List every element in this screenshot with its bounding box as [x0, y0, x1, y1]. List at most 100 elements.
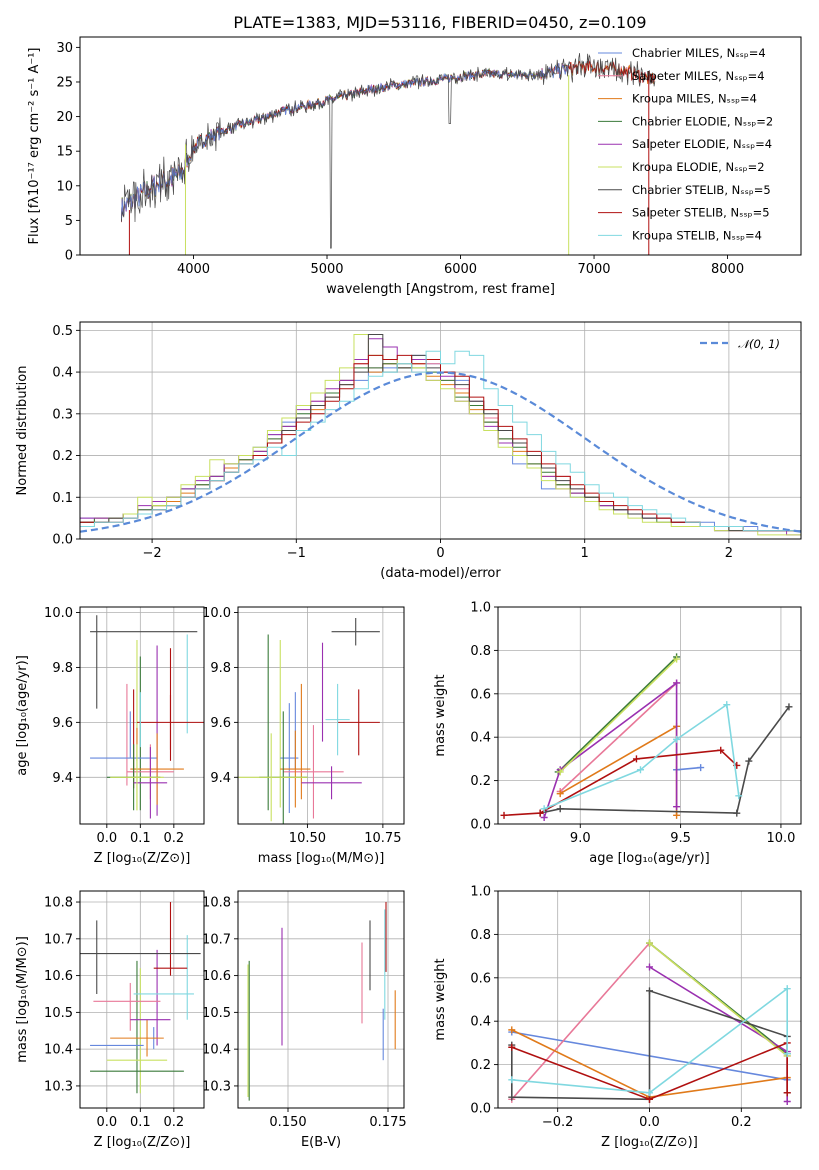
histogram-step: [80, 350, 801, 539]
y-tick-label: 0: [65, 249, 73, 264]
weight-point-marker: [500, 811, 508, 819]
weight-point-marker: [508, 1043, 516, 1051]
x-tick-label: 0.2: [163, 831, 184, 846]
axes-frame: [237, 606, 405, 825]
weight-point-marker: [673, 655, 681, 663]
y-tick-label: 10.3: [202, 1079, 231, 1094]
legend-label: Salpeter STELIB, Nₛₛₚ=5: [632, 206, 770, 220]
x-tick-label: 0.2: [163, 1115, 184, 1130]
y-tick-label: 10.8: [44, 896, 73, 911]
x-tick-label: 9.5: [670, 831, 691, 846]
y-tick-label: 1.0: [470, 885, 491, 900]
residuals-panel: −2 −1 0 1 2 0.0 0.1 0.2 0.3 0.4 0.5 (data-model)/er…: [15, 321, 802, 581]
y-tick-label: 9.6: [210, 716, 231, 731]
weight-line: [559, 658, 678, 773]
y-axis-label: mass weight: [433, 674, 448, 756]
x-tick-label: 0.1: [130, 1115, 151, 1130]
y-tick-label: 25: [56, 75, 73, 90]
y-axis-label: age [log₁₀(age/yr)]: [15, 655, 30, 776]
x-tick-label: 0.1: [130, 831, 151, 846]
y-axis-label: mass weight: [433, 958, 448, 1040]
legend-label: Kroupa STELIB, Nₛₛₚ=4: [632, 228, 762, 242]
x-axis-label: Z [log₁₀(Z/Z⊙)]: [94, 1135, 191, 1150]
y-tick-label: 0.2: [52, 449, 73, 464]
y-tick-label: 0.4: [52, 366, 73, 381]
x-tick-label: −1: [287, 546, 306, 561]
x-tick-label: 0.0: [96, 1115, 117, 1130]
spectrum-panel: 4000 5000 6000 7000 8000 0 5 10 15 20 25 30 waveleng…: [27, 36, 802, 297]
weight-point-marker: [646, 1089, 653, 1097]
y-tick-label: 0.8: [470, 644, 491, 659]
spectrum-line: [121, 52, 656, 249]
weight-point-marker: [733, 809, 741, 817]
x-tick-label: 10.75: [364, 831, 401, 846]
y-tick-label: 10.0: [44, 606, 73, 621]
x-axis-label: wavelength [Angstrom, rest frame]: [326, 282, 555, 297]
y-tick-label: 0.5: [52, 324, 73, 339]
legend-label: Kroupa MILES, Nₛₛₚ=4: [632, 92, 757, 106]
y-tick-label: 10.5: [202, 1006, 231, 1021]
y-tick-label: 10.7: [44, 932, 73, 947]
x-axis-label: E(B-V): [301, 1135, 341, 1150]
y-tick-label: 10.4: [44, 1043, 73, 1058]
plot-area: [500, 653, 793, 821]
mass-age-panel: 10.50 10.75 9.4 9.6 9.8 10.0 mass [log₁₀(M/M⊙)…: [202, 606, 405, 866]
x-tick-label: 6000: [444, 262, 477, 277]
y-tick-label: 0.4: [470, 731, 491, 746]
axes-frame: [497, 606, 802, 825]
weight-point-marker: [673, 811, 681, 819]
weight-point-marker: [540, 813, 548, 821]
weight-point-marker: [723, 701, 731, 709]
x-tick-label: 0.175: [369, 1115, 406, 1130]
x-tick-label: 10.50: [289, 831, 326, 846]
axes-frame: [79, 890, 205, 1109]
x-tick-label: 0.2: [731, 1115, 752, 1130]
legend-label: Salpeter ELODIE, Nₛₛₚ=4: [632, 137, 772, 151]
y-tick-label: 30: [56, 41, 73, 56]
plot-area: [247, 902, 396, 1101]
weight-line: [511, 986, 789, 1094]
x-tick-label: 5000: [310, 262, 343, 277]
weight-point-marker: [673, 803, 681, 811]
x-axis-label: Z [log₁₀(Z/Z⊙)]: [94, 851, 191, 866]
y-tick-label: 10.6: [44, 969, 73, 984]
y-tick-label: 10.6: [202, 969, 231, 984]
weight-point-marker: [540, 805, 548, 813]
weight-point-marker: [783, 1050, 791, 1058]
weight-line: [511, 1041, 789, 1101]
weight-point-marker: [646, 939, 653, 947]
weights-z-panel: −0.2 0.0 0.2 0.0 0.2 0.4 0.6 0.8 1.0 Z [log₁₀(Z/Z…: [433, 885, 802, 1150]
y-tick-label: 0.2: [470, 1058, 491, 1073]
y-tick-label: 0.0: [470, 818, 491, 833]
x-tick-label: −2: [143, 546, 162, 561]
weight-point-marker: [632, 755, 640, 763]
weight-line: [557, 656, 678, 773]
y-tick-label: 10.0: [202, 606, 231, 621]
x-axis-label: age [log₁₀(age/yr)]: [589, 851, 710, 866]
x-tick-label: 4000: [177, 262, 210, 277]
y-tick-label: 10: [56, 179, 73, 194]
weight-point-marker: [717, 746, 725, 754]
weight-point-marker: [785, 703, 793, 711]
plot-area: [90, 615, 204, 819]
y-tick-label: 0.8: [470, 928, 491, 943]
weight-point-marker: [536, 809, 544, 817]
y-tick-label: 15: [56, 145, 73, 160]
weight-point-marker: [556, 790, 564, 798]
y-tick-label: 1.0: [470, 601, 491, 616]
weight-point-marker: [508, 1076, 516, 1084]
legend-label: 𝒩(0, 1): [738, 337, 780, 351]
weight-point-marker: [556, 768, 564, 776]
weight-point-marker: [508, 1093, 516, 1101]
weight-line: [543, 681, 678, 818]
x-tick-label: 10.0: [766, 831, 795, 846]
weight-point-marker: [646, 1095, 653, 1103]
weight-point-marker: [735, 792, 743, 800]
y-tick-label: 5: [65, 214, 73, 229]
legend-label: Kroupa ELODIE, Nₛₛₚ=2: [632, 160, 765, 174]
weight-point-marker: [636, 766, 644, 774]
y-axis-label: mass [log₁₀(M/M⊙)]: [15, 936, 30, 1063]
x-tick-label: 9.0: [570, 831, 591, 846]
legend-label: Chabrier MILES, Nₛₛₚ=4: [632, 46, 766, 60]
